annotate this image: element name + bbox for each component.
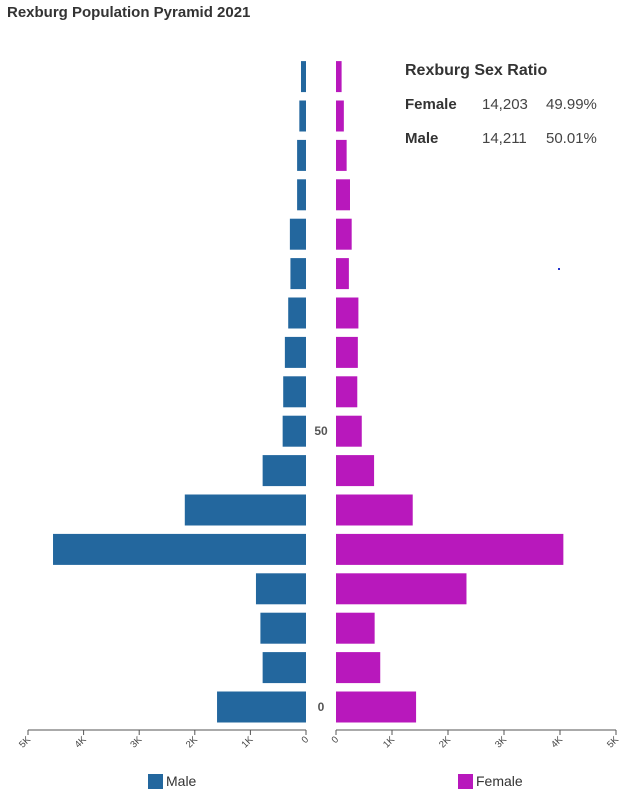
x-tick-label: 2K: [437, 734, 453, 750]
sex-ratio-percent: 50.01%: [546, 129, 597, 147]
female-bar: [336, 494, 413, 526]
legend-female[interactable]: Female: [458, 773, 523, 789]
male-bar: [255, 573, 306, 605]
x-tick-label: 2K: [184, 734, 200, 750]
male-bar: [262, 455, 306, 487]
female-bar: [336, 415, 362, 447]
x-axes: 5K 4K 3K 2K 1K 0 0 1K 2K 3K 4K 5K: [17, 729, 622, 750]
female-bar: [336, 218, 352, 250]
male-bar: [284, 336, 306, 368]
sex-ratio-panel: Rexburg Sex Ratio Female 14,203 49.99% M…: [405, 62, 597, 162]
x-tick-label: 0: [300, 734, 312, 746]
female-bar: [336, 652, 381, 684]
legend-female-swatch: [458, 773, 473, 789]
x-tick-label: 3K: [493, 734, 509, 750]
x-tick-label: 1K: [240, 734, 256, 750]
male-bar: [283, 376, 306, 408]
male-bar: [297, 179, 306, 211]
x-tick-label: 4K: [73, 734, 89, 750]
male-bars-group: [53, 61, 306, 723]
marker-dot: [558, 268, 560, 270]
sex-ratio-percent: 49.99%: [546, 95, 597, 113]
male-bar: [299, 100, 306, 132]
male-bar: [184, 494, 306, 526]
legend-female-label: Female: [476, 773, 523, 789]
age-label: 0: [318, 700, 325, 714]
sex-ratio-title: Rexburg Sex Ratio: [405, 62, 548, 79]
age-label: 50: [314, 424, 328, 438]
sex-ratio-count: 14,203: [482, 95, 528, 113]
x-tick-label: 1K: [381, 734, 397, 750]
male-bar: [288, 297, 306, 329]
x-tick-label: 0: [330, 734, 342, 746]
male-bar: [260, 612, 306, 644]
chart-title: Rexburg Population Pyramid 2021: [7, 4, 251, 21]
sex-ratio-row-female: Female 14,203 49.99%: [405, 94, 597, 114]
female-bar: [336, 455, 375, 487]
female-bar: [336, 573, 467, 605]
male-bar: [217, 691, 306, 723]
sex-ratio-label: Male: [405, 129, 439, 147]
female-bars-group: [336, 61, 564, 723]
x-tick-label: 4K: [549, 734, 565, 750]
female-bar: [336, 258, 349, 290]
male-bar: [297, 139, 306, 171]
sex-ratio-row-male: Male 14,211 50.01%: [405, 128, 597, 148]
female-bar: [336, 139, 347, 171]
male-bar: [53, 533, 306, 565]
female-bar: [336, 533, 564, 565]
legend-male[interactable]: Male: [148, 773, 196, 789]
male-bar: [290, 258, 306, 290]
male-bar: [282, 415, 306, 447]
male-bar: [300, 61, 306, 93]
female-bar: [336, 376, 358, 408]
female-bar: [336, 336, 358, 368]
female-bar: [336, 612, 375, 644]
male-bar: [262, 652, 306, 684]
female-bar: [336, 179, 350, 211]
female-bar: [336, 100, 344, 132]
sex-ratio-count: 14,211: [482, 129, 527, 147]
age-labels-group: 0 50: [314, 424, 328, 714]
x-tick-label: 3K: [128, 734, 144, 750]
male-bar: [289, 218, 306, 250]
female-bar: [336, 61, 342, 93]
x-tick-label: 5K: [605, 734, 621, 750]
female-bar: [336, 691, 417, 723]
female-bar: [336, 297, 359, 329]
legend-male-swatch: [148, 773, 163, 789]
legend-male-label: Male: [166, 773, 197, 789]
sex-ratio-label: Female: [405, 95, 457, 113]
x-tick-label: 5K: [17, 734, 33, 750]
